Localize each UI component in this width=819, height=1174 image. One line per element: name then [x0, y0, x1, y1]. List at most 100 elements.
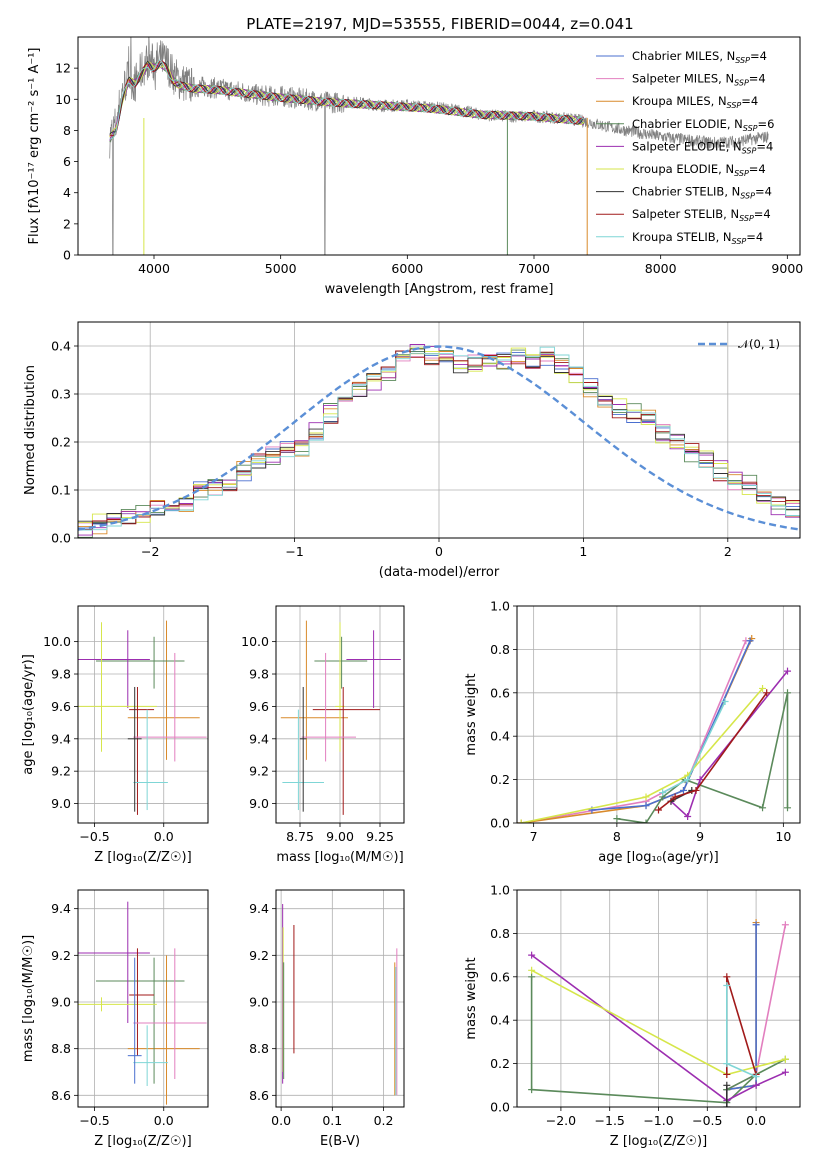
- errorbar-point: [133, 1025, 168, 1086]
- weight-marker: [642, 793, 650, 801]
- errorbar-point: [129, 948, 155, 1056]
- errorbar-point: [314, 636, 368, 689]
- x-tick-label: 0.0: [271, 1113, 291, 1128]
- legend-name: Salpeter ELODIE, N: [632, 139, 742, 153]
- model-spectrum-8: [109, 59, 585, 140]
- weight-series-7: [658, 692, 768, 811]
- x-tick-label: 0.0: [746, 1113, 766, 1128]
- x-tick-label: −0.5: [79, 1113, 109, 1128]
- legend-subscript: SSP: [734, 169, 749, 178]
- legend-subscript: SSP: [727, 101, 742, 110]
- legend-subscript: SSP: [734, 79, 749, 88]
- legend-name: Chabrier MILES, N: [632, 49, 735, 63]
- x-tick-label: −1: [285, 544, 303, 559]
- weight-marker: [763, 689, 771, 697]
- x-tick-label: 7: [530, 829, 538, 844]
- legend-label: Kroupa STELIB, NSSP=4: [632, 230, 763, 246]
- x-tick-label: 9000: [771, 261, 803, 276]
- weight-marker: [759, 804, 767, 812]
- plot-area: [528, 919, 789, 1107]
- legend-subscript: SSP: [742, 146, 757, 155]
- weight-marker: [752, 1081, 760, 1089]
- x-tick-label: 0.0: [154, 1113, 174, 1128]
- y-tick-label: 9.6: [249, 699, 269, 714]
- y-axis-label: Normed distribution: [23, 365, 38, 495]
- y-tick-label: 0.4: [490, 729, 510, 744]
- x-tick-label: 0: [435, 544, 443, 559]
- plot-area: [78, 901, 207, 1105]
- weight-series-0: [521, 640, 747, 823]
- x-tick-label: 0.2: [374, 1113, 394, 1128]
- y-tick-label: 9.8: [51, 667, 71, 682]
- y-tick-label: 0.2: [51, 435, 71, 450]
- y-tick-label: 9.4: [51, 731, 71, 746]
- legend-suffix: =4: [749, 162, 766, 176]
- weight-marker: [613, 815, 621, 823]
- y-axis-label: Flux [fλ10⁻¹⁷ erg cm⁻² s⁻¹ A⁻¹]: [27, 48, 42, 245]
- legend-label: Kroupa ELODIE, NSSP=4: [632, 162, 766, 178]
- legend-suffix: =4: [755, 185, 772, 199]
- plot-area: [78, 344, 800, 538]
- model-spectrum-3: [109, 62, 585, 143]
- errorbar-point: [127, 955, 200, 1105]
- legend-label: 𝒩(0, 1): [738, 337, 780, 351]
- weight-marker: [723, 1070, 731, 1078]
- weight-marker: [759, 684, 767, 692]
- x-tick-label: −0.5: [692, 1113, 722, 1128]
- axes-age-vs-Z: −0.5 0.0 9.0 9.2 9.4 9.6 9.8 10.0 Z [log₁₀(Z/Z☉)…: [21, 605, 209, 865]
- weight-marker: [692, 786, 700, 794]
- axes-residuals: −2 −1 0 1 2 0.0 0.1 0.2 0.3 0.4 (data-model)/error…: [23, 321, 801, 580]
- y-axis-label: mass [log₁₀(M/M☉)]: [21, 935, 36, 1062]
- legend-name: Chabrier ELODIE, N: [632, 117, 743, 131]
- y-axis-label: mass weight: [464, 673, 479, 755]
- x-axis-label: E(B-V): [320, 1134, 360, 1149]
- errorbar-point: [301, 652, 356, 762]
- axes-spectrum: 4000 5000 6000 7000 8000 9000 0 2 4 6 8 10 12 wavelen…: [27, 36, 803, 297]
- y-tick-label: 1.0: [490, 883, 510, 898]
- plot-area: [517, 635, 792, 823]
- y-tick-label: 9.0: [249, 995, 269, 1010]
- x-axis-label: Z [log₁₀(Z/Z☉)]: [94, 850, 191, 865]
- weight-marker: [528, 973, 536, 981]
- weight-marker: [784, 667, 792, 675]
- x-tick-label: 4000: [138, 261, 170, 276]
- legend-subscript: SSP: [732, 237, 747, 246]
- gaussian-curve: [78, 345, 800, 531]
- errorbar-point: [127, 620, 200, 760]
- weight-marker: [528, 951, 536, 959]
- errorbar-point: [129, 686, 155, 815]
- y-tick-label: 8.8: [51, 1041, 71, 1056]
- histogram-series-4: [78, 344, 800, 538]
- legend-label: Chabrier ELODIE, NSSP=6: [632, 117, 774, 133]
- weight-marker: [721, 697, 729, 705]
- y-tick-label: 0.1: [51, 483, 71, 498]
- histogram-series-8: [78, 346, 800, 538]
- y-tick-label: 0.0: [490, 816, 510, 831]
- legend-name: Salpeter STELIB, N: [632, 207, 739, 221]
- weight-marker: [642, 802, 650, 810]
- x-tick-label: 0.1: [322, 1113, 342, 1128]
- x-tick-label: 10: [775, 829, 791, 844]
- axes-age-vs-mass: 8.75 9.00 9.25 9.0 9.2 9.4 9.6 9.8 10.0 mass [log…: [241, 605, 405, 865]
- weight-marker: [781, 921, 789, 929]
- y-tick-label: 9.2: [249, 948, 269, 963]
- legend-label: Salpeter MILES, NSSP=4: [632, 72, 766, 88]
- weight-marker: [752, 921, 760, 929]
- weight-marker: [517, 819, 525, 823]
- errorbar-point: [127, 957, 142, 1084]
- weight-series-2: [591, 640, 751, 811]
- y-tick-label: 0: [63, 248, 71, 263]
- x-axis-label: mass [log₁₀(M/M☉)]: [276, 850, 403, 865]
- x-tick-label: −0.5: [79, 829, 109, 844]
- y-tick-label: 9.2: [51, 948, 71, 963]
- y-tick-label: 0.0: [51, 531, 71, 546]
- y-tick-label: 6: [63, 154, 71, 169]
- legend-suffix: =4: [746, 230, 763, 244]
- y-tick-label: 9.4: [249, 901, 269, 916]
- y-tick-label: 0.6: [490, 685, 510, 700]
- y-tick-label: 9.0: [51, 995, 71, 1010]
- errorbar-point: [78, 997, 157, 1012]
- weight-marker: [642, 819, 650, 823]
- y-tick-label: 8.6: [249, 1088, 269, 1103]
